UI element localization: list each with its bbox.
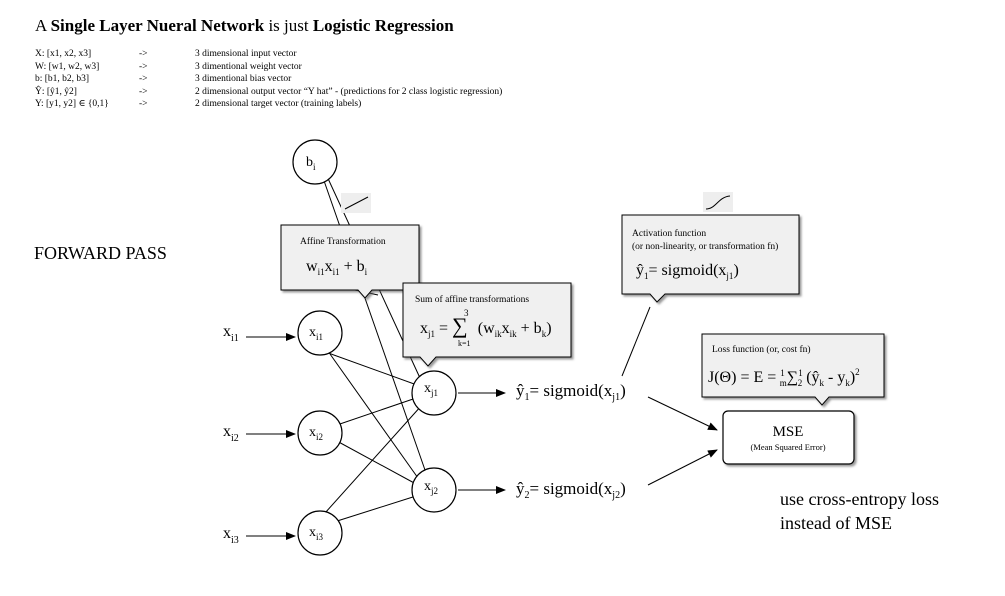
network-edges <box>319 171 426 523</box>
sigma-top: 3 <box>464 308 469 318</box>
output-equation: ŷ1= sigmoid(xj1) <box>516 381 626 403</box>
activation-callout: Activation function (or non-linearity, o… <box>621 214 800 303</box>
loss-callout-equation: J(Θ) = E = 1 m∑1 2 (ŷk - yk)2 <box>708 367 860 388</box>
affine-callout: Affine Transformation wi1xi1 + bi <box>280 224 420 299</box>
sigmoid-icon <box>703 192 733 212</box>
edge <box>321 174 426 471</box>
node-labels: bi xi1 xi2 xi3 xj1 xj2 <box>306 155 438 542</box>
arrow <box>647 449 718 486</box>
forward-pass-label: FORWARD PASS <box>34 243 167 263</box>
mse-subtitle: (Mean Squared Error) <box>750 442 825 452</box>
hidden-node-label: xj2 <box>424 479 438 496</box>
definition-arrow: -> <box>139 61 148 72</box>
loss-callout-title: Loss function (or, cost fn) <box>712 344 811 355</box>
bias-node <box>292 139 338 185</box>
hidden-node <box>411 370 457 416</box>
sum-callout-title: Sum of affine transformations <box>415 294 529 305</box>
loss-callout: Loss function (or, cost fn) J(Θ) = E = 1… <box>701 333 885 406</box>
definition-desc: 2 dimensional output vector “Y hat” - (p… <box>195 86 503 97</box>
sum-callout: Sum of affine transformations xj1 = ∑ (w… <box>402 282 572 367</box>
definition-arrow: -> <box>139 49 148 59</box>
activation-callout-subtitle: (or non-linearity, or transformation fn) <box>632 241 778 252</box>
edge <box>333 495 417 523</box>
input-label: xi3 <box>223 525 239 546</box>
mse-box: MSE (Mean Squared Error) <box>722 410 855 465</box>
edge <box>333 396 420 427</box>
input-node <box>297 510 343 556</box>
edge <box>319 349 418 386</box>
nodes <box>292 139 457 556</box>
activation-callout-title: Activation function <box>632 228 706 239</box>
activation-callout-equation: ŷ1= sigmoid(xj1) <box>636 262 739 281</box>
edge <box>334 439 417 485</box>
arrow <box>647 396 718 431</box>
definition-symbol: Ŷ: [ŷ1, ŷ2] <box>35 86 77 97</box>
definition-symbol: X: [x1, x2, x3] <box>35 49 92 59</box>
input-node-label: xi2 <box>309 425 323 442</box>
definition-symbol: W: [w1, w2, w3] <box>35 61 100 72</box>
bias-node-label: bi <box>306 155 316 172</box>
input-label: xi2 <box>223 423 239 444</box>
definition-symbol: b: [b1, b2, b3] <box>35 74 90 85</box>
output-labels: ŷ1= sigmoid(xj1) ŷ2= sigmoid(xj2) <box>516 381 626 501</box>
definition-desc: 3 dimentional bias vector <box>195 74 292 85</box>
edge <box>329 353 419 479</box>
definition-desc: 2 dimensional target vector (training la… <box>195 99 362 110</box>
definition-symbol: Y: [y1, y2] ∈ {0,1} <box>35 99 109 110</box>
input-node-label: xi1 <box>309 325 323 342</box>
pointer-line <box>621 306 651 377</box>
input-node <box>297 410 343 456</box>
mse-title: MSE <box>773 424 804 440</box>
definition-desc: 3 dimentional weight vector <box>195 61 302 72</box>
input-arrows <box>246 306 718 540</box>
definition-arrow: -> <box>139 86 148 97</box>
input-node-label: xi3 <box>309 525 324 542</box>
definition-arrow: -> <box>139 74 148 85</box>
hidden-node-label: xj1 <box>424 381 438 398</box>
linear-icon <box>341 193 371 213</box>
input-label: xi1 <box>223 323 239 344</box>
output-equation: ŷ2= sigmoid(xj2) <box>516 479 626 501</box>
hidden-node <box>411 467 457 513</box>
input-node <box>297 310 343 356</box>
affine-callout-title: Affine Transformation <box>300 236 386 247</box>
page-title: A Single Layer Nueral Network is just Lo… <box>35 16 454 35</box>
input-labels: xi1 xi2 xi3 <box>223 323 239 546</box>
sigma-bottom: k=1 <box>458 339 471 348</box>
sum-callout-equation: xj1 = ∑ (wikxik + bk) <box>420 313 552 339</box>
definition-arrow: -> <box>139 99 148 110</box>
edge <box>324 404 423 514</box>
definition-desc: 3 dimensional input vector <box>195 49 297 59</box>
cross-entropy-note: use cross-entropy loss instead of MSE <box>780 489 939 533</box>
